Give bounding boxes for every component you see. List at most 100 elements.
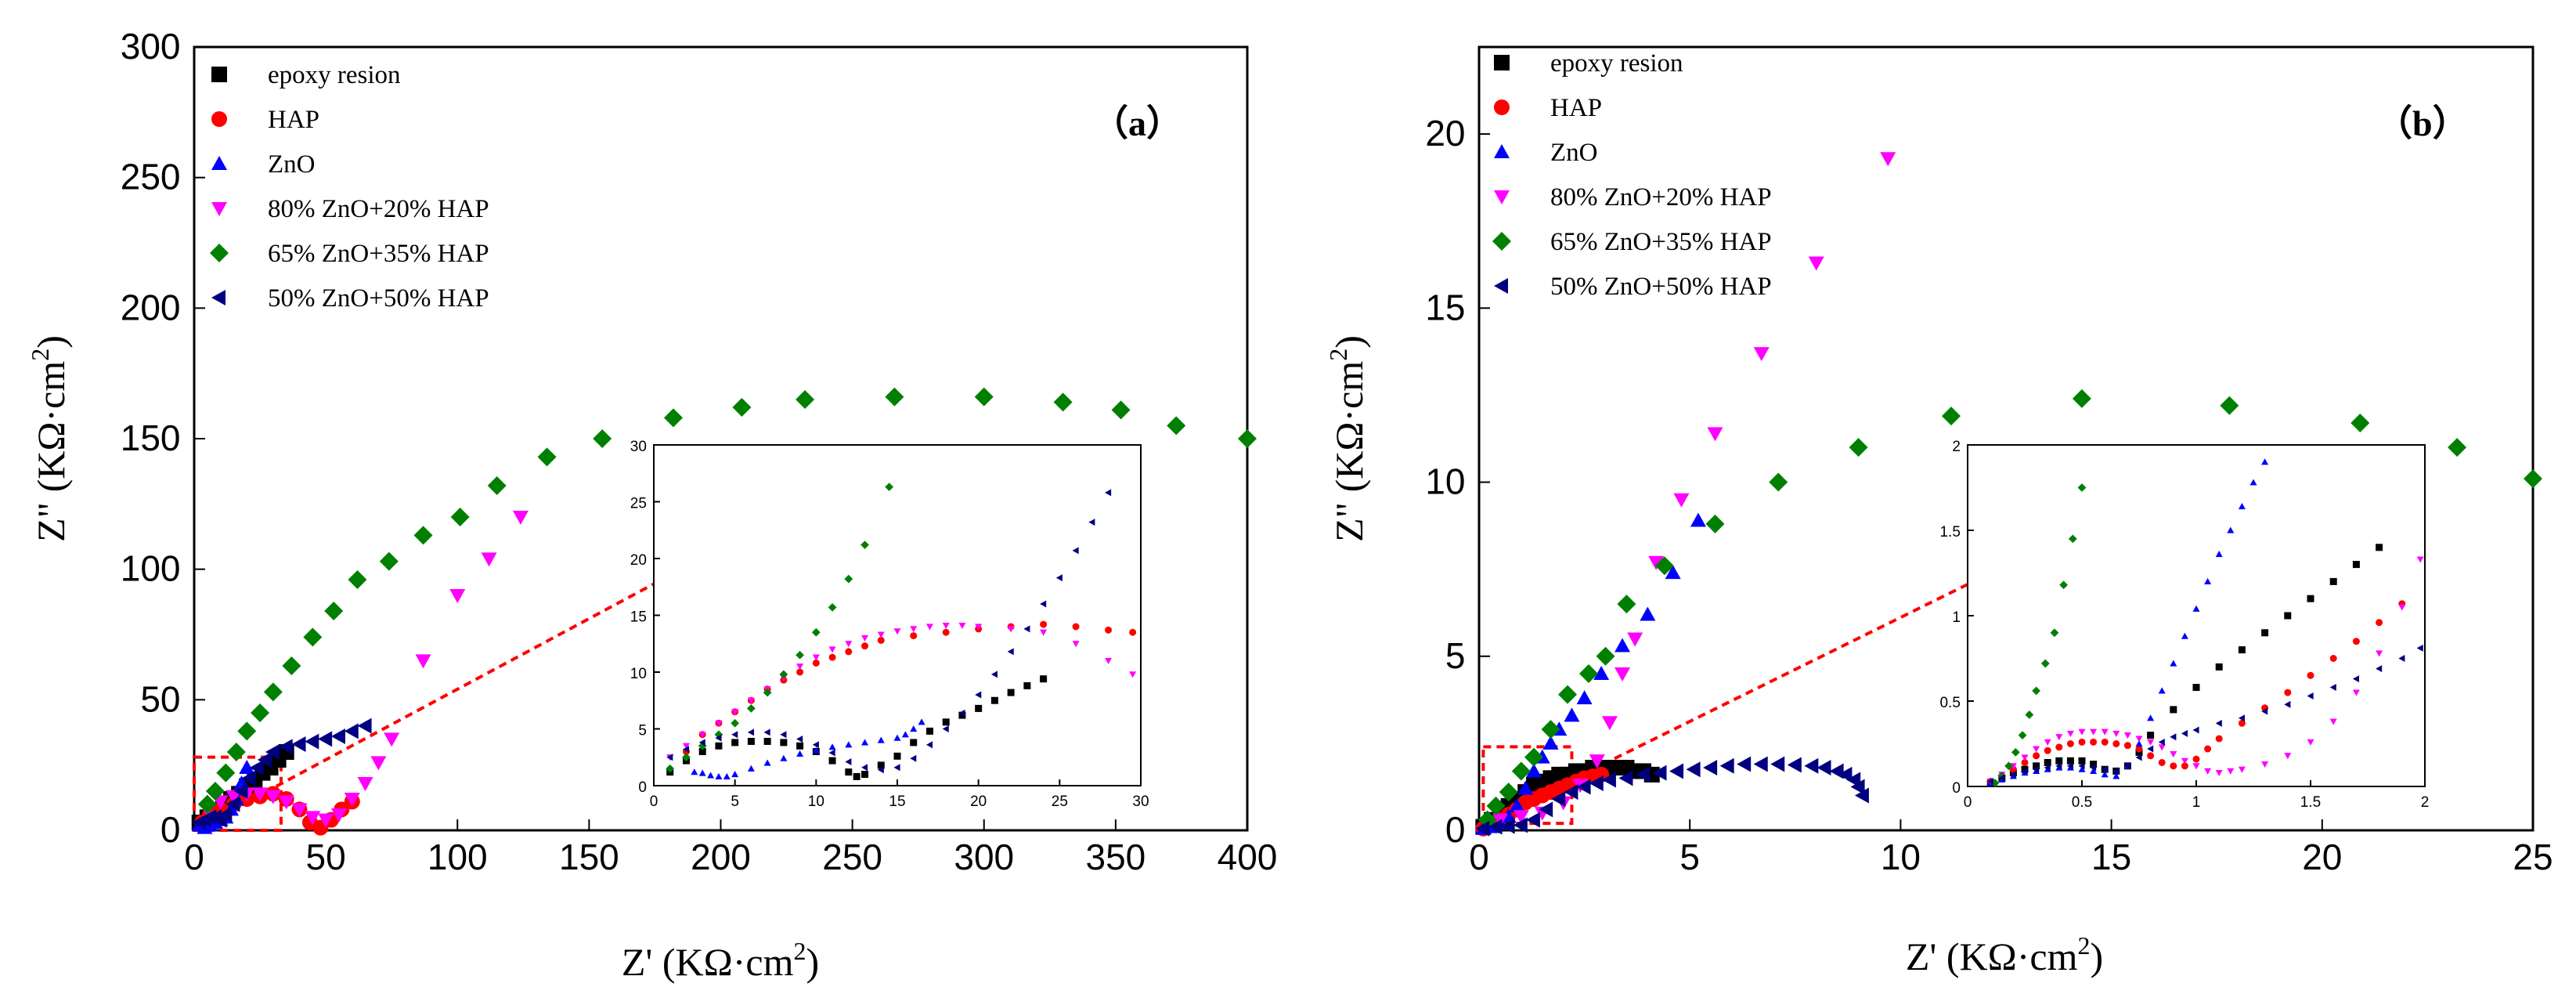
panel-b-inset-point-hap	[2192, 755, 2200, 763]
panel-b-inset-point-hap	[2352, 638, 2360, 645]
panel-b-inset-point-50pct-zno-50pct-hap	[2066, 762, 2073, 770]
panel-b-inset-point-epoxy-resion	[2238, 646, 2246, 654]
panel-a-inset-point-80pct-zno-20pct-hap	[910, 626, 918, 633]
panel-b-inset-point-80pct-zno-20pct-hap	[2215, 769, 2223, 777]
panel-b-inset-point-80pct-zno-20pct-hap	[2238, 766, 2246, 773]
panel-b-point-zno	[1615, 638, 1631, 653]
panel-b-inset-point-80pct-zno-20pct-hap	[2078, 728, 2086, 736]
panel-b-point-65pct-zno-35pct-hap	[1578, 664, 1598, 683]
panel-b-inset-point-hap	[2101, 738, 2109, 746]
panel-a-inset-point-hap	[845, 648, 853, 656]
panel-b-inset-point-epoxy-resion	[2261, 629, 2269, 637]
panel-a-series-65pct-zno-35pct-hap	[197, 387, 1257, 814]
panel-a-inset-point-50pct-zno-50pct-hap	[780, 731, 787, 739]
panel-a-point-65pct-zno-35pct-hap	[348, 570, 367, 589]
panel-b-inset-point-50pct-zno-50pct-hap	[2101, 765, 2108, 773]
panel-a-point-80pct-zno-20pct-hap	[330, 808, 347, 822]
panel-a-inset-point-50pct-zno-50pct-hap	[925, 741, 933, 749]
panel-a-point-50pct-zno-50pct-hap	[218, 807, 233, 822]
panel-b-inset-point-50pct-zno-50pct-hap	[2147, 745, 2154, 753]
panel-a-legend: epoxy resion HAP ZnO 80% ZnO+20% HAP 65% ZnO…	[210, 61, 489, 313]
panel-a-inset-point-zno	[691, 768, 698, 775]
panel-b-point-65pct-zno-35pct-hap	[2351, 414, 2370, 432]
panel-b-inset-point-zno	[2090, 767, 2098, 774]
panel-b-inset-x-tick-label: 1.5	[2300, 794, 2321, 811]
panel-a-point-80pct-zno-20pct-hap	[384, 732, 400, 747]
panel-b-inset-point-50pct-zno-50pct-hap	[2090, 764, 2097, 772]
panel-a-point-80pct-zno-20pct-hap	[415, 654, 431, 669]
panel-a-inset-point-65pct-zno-35pct-hap	[779, 670, 788, 679]
panel-b-point-65pct-zno-35pct-hap	[1558, 685, 1578, 704]
panel-b-inset-point-hap	[2090, 738, 2098, 746]
panel-b-inset-point-hap	[2055, 743, 2063, 751]
panel-b-inset-point-zno	[2261, 458, 2269, 465]
panel-b-inset-point-epoxy-resion	[2192, 684, 2200, 692]
panel-a-inset-point-epoxy-resion	[1040, 675, 1048, 683]
panel-b-point-50pct-zno-50pct-hap	[1686, 761, 1701, 778]
panel-a-legend-marker-80pct-zno-20pct-hap	[211, 202, 227, 216]
panel-a-inset-x-tick-label: 0	[650, 794, 658, 810]
panel-a-axis-ticks: 0 50 100 150 200 250 300 350 4000501001502002503…	[121, 26, 1278, 877]
panel-a-x-tick-label: 350	[1086, 837, 1146, 877]
panel-b-inset-point-hap	[2181, 762, 2188, 770]
panel-b-inset-point-zno	[2101, 771, 2109, 778]
panel-a-inset-point-50pct-zno-50pct-hap	[942, 725, 949, 732]
panel-a-x-tick-label: 200	[691, 837, 751, 877]
panel-a-inset-point-65pct-zno-35pct-hap	[811, 627, 821, 637]
panel-b-inset-point-50pct-zno-50pct-hap	[2376, 665, 2383, 673]
panel-a-legend-marker-hap	[211, 111, 227, 127]
panel-a-inset-point-50pct-zno-50pct-hap	[910, 754, 917, 762]
panel-b-y-tick-label: 10	[1425, 461, 1465, 502]
panel-b-inset-point-50pct-zno-50pct-hap	[2307, 692, 2314, 700]
panel-a-x-tick-label: 50	[306, 837, 346, 877]
panel-a-series-80pct-zno-20pct-hap	[199, 511, 529, 828]
panel-b-y-tick-label: 5	[1445, 635, 1466, 676]
panel-a-inset-point-50pct-zno-50pct-hap	[715, 734, 722, 742]
panel-a-inset-point-hap	[861, 642, 869, 650]
panel-b-point-80pct-zno-20pct-hap	[1808, 256, 1824, 271]
panel-a-inset-point-hap	[796, 668, 804, 676]
panel-a-point-65pct-zno-35pct-hap	[282, 656, 301, 675]
panel-b-point-50pct-zno-50pct-hap	[1525, 812, 1540, 828]
panel-b-inset-point-epoxy-resion	[2352, 561, 2360, 569]
panel-b-inset-point-80pct-zno-20pct-hap	[2055, 734, 2063, 741]
panel-a-inset-point-50pct-zno-50pct-hap	[666, 754, 673, 761]
panel-a-inset-point-epoxy-resion	[942, 718, 950, 726]
panel-b-inset-point-hap	[2044, 747, 2051, 754]
panel-a-inset-point-50pct-zno-50pct-hap	[877, 766, 884, 774]
panel-b-inset-point-80pct-zno-20pct-hap	[2101, 728, 2109, 736]
panel-b-legend-marker-65pct-zno-35pct-hap	[1492, 232, 1511, 251]
panel-b-inset-point-hap	[2123, 742, 2131, 750]
panel-b-point-80pct-zno-20pct-hap	[1601, 716, 1618, 731]
panel-b-point-50pct-zno-50pct-hap	[1817, 760, 1831, 775]
panel-b-inset-point-65pct-zno-35pct-hap	[2077, 483, 2087, 492]
panel-b-inset-point-hap	[2033, 752, 2040, 760]
panel-a-inset-point-epoxy-resion	[861, 771, 869, 778]
panel-a-inset-y-tick-label: 25	[630, 495, 647, 512]
panel-a-inset-point-65pct-zno-35pct-hap	[747, 704, 756, 713]
panel-a-point-80pct-zno-20pct-hap	[318, 813, 334, 828]
panel-b-inset-point-zno	[2249, 479, 2257, 486]
panel-a-point-50pct-zno-50pct-hap	[225, 796, 240, 812]
panel-b-point-zno	[1593, 666, 1610, 680]
panel-a-inset-point-80pct-zno-20pct-hap	[812, 654, 820, 661]
panel-b-inset-point-50pct-zno-50pct-hap	[2158, 738, 2165, 746]
panel-a-inset-point-80pct-zno-20pct-hap	[942, 622, 950, 630]
panel-a-legend-marker-65pct-zno-35pct-hap	[210, 244, 229, 262]
panel-b-inset-x-tick-label: 2	[2421, 794, 2430, 811]
panel-b-point-50pct-zno-50pct-hap	[1770, 756, 1785, 772]
panel-a-inset-point-hap	[1072, 623, 1080, 631]
panel-a-point-65pct-zno-35pct-hap	[413, 526, 433, 545]
panel-b-inset-point-50pct-zno-50pct-hap	[2112, 767, 2120, 775]
panel-b-inset-point-50pct-zno-50pct-hap	[1986, 777, 1993, 785]
panel-a-inset-point-80pct-zno-20pct-hap	[861, 634, 869, 642]
panel-b-point-50pct-zno-50pct-hap	[1829, 763, 1844, 779]
panel-b-inset-point-epoxy-resion	[2307, 595, 2314, 602]
panel-b-point-zno	[1517, 780, 1534, 795]
panel-a-inset-point-50pct-zno-50pct-hap	[1088, 519, 1095, 526]
panel-b-series-80pct-zno-20pct-hap	[1492, 152, 1896, 828]
panel-b-inset-point-80pct-zno-20pct-hap	[2376, 650, 2383, 657]
panel-a-inset-y-tick-label: 15	[630, 609, 647, 625]
panel-a-point-50pct-zno-50pct-hap	[233, 783, 248, 799]
